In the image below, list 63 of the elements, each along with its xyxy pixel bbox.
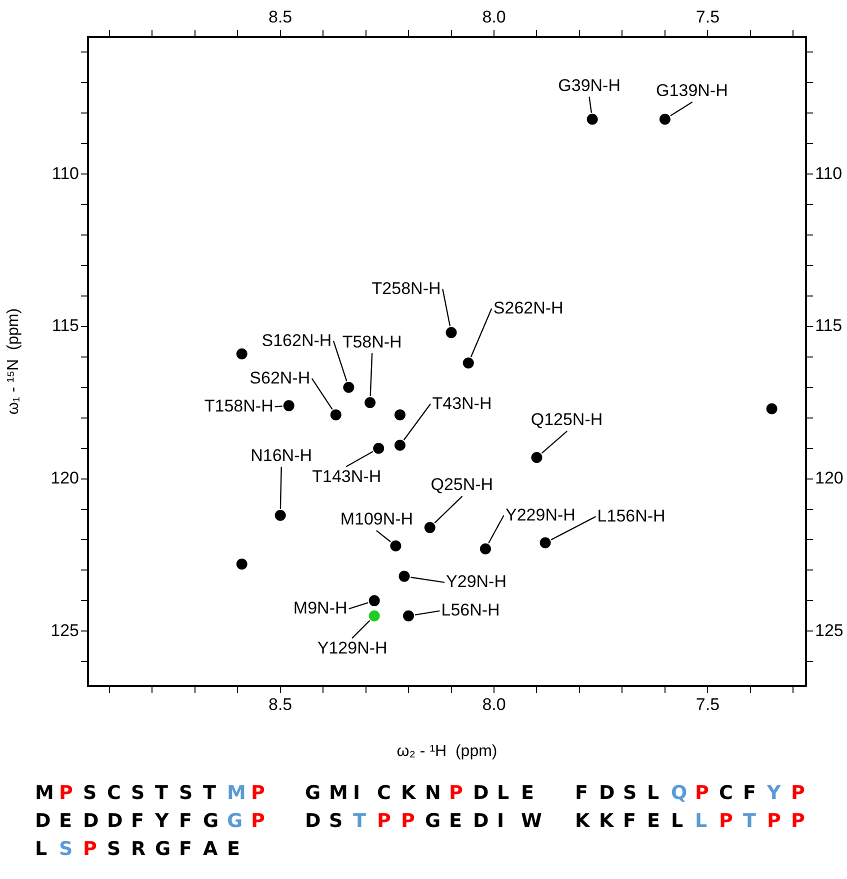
- point: [424, 522, 436, 534]
- point: [394, 440, 406, 451]
- point: [236, 558, 248, 570]
- point: [368, 595, 380, 606]
- point: [364, 397, 376, 408]
- point: [403, 610, 414, 622]
- annotation: S162N-H: [262, 331, 332, 350]
- x-tick-label: 7.5: [696, 694, 720, 714]
- point: [373, 442, 384, 454]
- point: [531, 452, 542, 463]
- point: [390, 540, 402, 552]
- annotation: Y229N-H: [506, 506, 576, 525]
- point: [343, 382, 354, 393]
- annotation: Q25N-H: [430, 475, 494, 494]
- point: [236, 348, 248, 360]
- annotation: T58N-H: [342, 332, 402, 352]
- point: [446, 327, 457, 338]
- annotation: S262N-H: [493, 298, 564, 318]
- annotation: T143N-H: [312, 467, 382, 486]
- point: [462, 358, 474, 369]
- annotation: G39N-H: [558, 76, 620, 95]
- annotation: T158N-H: [204, 396, 274, 416]
- annotation: N16N-H: [250, 446, 312, 466]
- x-tick-label: 8.0: [482, 694, 506, 714]
- annotation: L56N-H: [441, 600, 500, 620]
- point: [274, 510, 286, 521]
- point: [283, 400, 294, 412]
- annotation: Y29N-H: [446, 572, 506, 591]
- text: D E D D F Y F G G P D S T P P G E D I W K K F E L L P T P P: [35, 810, 805, 832]
- point: [398, 570, 410, 582]
- point: [766, 403, 778, 414]
- annotation: T43N-H: [432, 394, 492, 413]
- y2-tick-label: 115: [815, 316, 842, 336]
- point: [330, 409, 342, 420]
- y-tick-label: 115: [52, 316, 79, 336]
- point: [368, 610, 380, 622]
- y2-tick-label: 125: [815, 620, 844, 640]
- annotation: S62N-H: [250, 368, 310, 388]
- x-tick-label: 8.5: [268, 694, 292, 714]
- point: [540, 537, 551, 548]
- y2-tick-label: 110: [815, 164, 842, 183]
- text: M P S C S T S T M P G M I C K N P D L E F D S L Q P C F Y P: [35, 782, 805, 804]
- point: [480, 543, 491, 554]
- y-tick-label: 110: [52, 164, 79, 183]
- y-tick-label: 120: [50, 468, 79, 488]
- x2-tick-label: 8.5: [268, 7, 292, 26]
- text: L S P S R G F A E: [35, 838, 240, 860]
- annotation: M109N-H: [340, 510, 414, 529]
- x-axis-title: ω₂ - ¹H (ppm): [396, 742, 498, 760]
- point: [394, 409, 406, 420]
- annotation: Y129N-H: [317, 638, 388, 658]
- annotation: M9N-H: [293, 598, 348, 618]
- y2-tick-label: 120: [815, 468, 844, 488]
- annotation: L156N-H: [597, 506, 666, 526]
- y-tick-label: 125: [50, 620, 79, 640]
- annotation: T258N-H: [372, 279, 441, 298]
- point: [586, 114, 598, 125]
- point: [659, 114, 670, 125]
- x2-tick-label: 7.5: [696, 7, 720, 26]
- x2-tick-label: 8.0: [482, 7, 506, 26]
- y-axis-title: ω₁ - ¹⁵N (ppm): [5, 308, 22, 415]
- annotation: G139N-H: [656, 80, 728, 100]
- annotation: Q125N-H: [530, 410, 603, 430]
